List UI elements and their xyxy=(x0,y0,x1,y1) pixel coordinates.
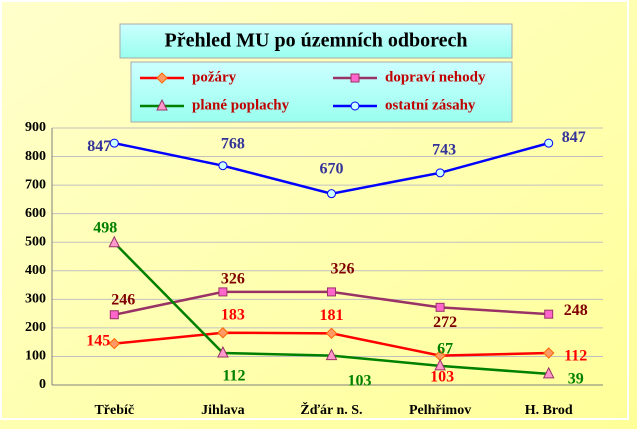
y-tick-label: 0 xyxy=(39,377,46,392)
y-tick-label: 700 xyxy=(25,177,46,192)
data-point xyxy=(325,348,338,361)
x-tick-label: Třebíč xyxy=(94,403,134,418)
data-label: 145 xyxy=(86,332,110,349)
data-label: 847 xyxy=(562,129,586,146)
x-tick-label: Pelhřimov xyxy=(409,403,471,418)
data-label: 272 xyxy=(433,314,457,331)
data-point xyxy=(434,358,446,371)
y-tick-label: 200 xyxy=(25,320,46,335)
y-tick-label: 300 xyxy=(25,292,46,307)
data-point xyxy=(109,310,119,320)
data-point xyxy=(435,302,445,312)
y-tick-label: 500 xyxy=(25,234,46,249)
data-point xyxy=(435,168,445,178)
data-label: 248 xyxy=(564,302,588,319)
title-box xyxy=(119,23,513,59)
y-tick-label: 600 xyxy=(25,206,46,221)
frame xyxy=(0,0,629,420)
legend-label: požáry xyxy=(192,69,237,85)
legend-label: plané poplachy xyxy=(192,97,290,113)
data-point xyxy=(327,287,336,297)
data-point xyxy=(217,327,229,339)
data-point xyxy=(325,327,338,340)
legend-box xyxy=(130,61,513,123)
y-tick-label: 100 xyxy=(25,349,46,364)
data-point xyxy=(108,337,121,350)
data-point xyxy=(544,309,554,319)
data-label: 67 xyxy=(437,341,453,358)
data-point xyxy=(327,189,336,199)
legend-marker xyxy=(350,73,360,83)
data-label: 847 xyxy=(87,138,111,155)
data-label: 498 xyxy=(93,219,117,236)
data-label: 112 xyxy=(564,348,587,365)
data-label: 103 xyxy=(430,368,454,385)
data-point xyxy=(108,235,121,248)
data-label: 246 xyxy=(111,291,135,308)
data-label: 326 xyxy=(331,261,355,278)
data-label: 103 xyxy=(348,372,372,389)
data-point xyxy=(218,161,228,171)
data-label: 768 xyxy=(221,135,245,152)
x-tick-label: Žďár n. S. xyxy=(300,401,362,418)
x-tick-label: Jihlava xyxy=(201,403,245,418)
legend-marker xyxy=(156,72,168,84)
data-point xyxy=(217,345,229,358)
data-label: 39 xyxy=(568,371,584,388)
data-point xyxy=(542,347,555,359)
legend-label: dopraví nehody xyxy=(385,69,486,85)
data-point xyxy=(542,366,555,379)
x-tick-label: H. Brod xyxy=(525,403,573,418)
data-point xyxy=(218,287,228,297)
y-tick-label: 400 xyxy=(25,263,46,278)
data-label: 326 xyxy=(221,271,245,288)
data-label: 743 xyxy=(432,142,456,159)
legend-marker xyxy=(156,98,168,111)
data-point xyxy=(544,138,554,148)
data-label: 112 xyxy=(222,368,245,385)
data-label: 181 xyxy=(320,307,344,324)
data-label: 670 xyxy=(320,160,344,177)
data-label: 183 xyxy=(221,306,245,323)
legend-marker xyxy=(350,101,360,111)
y-tick-label: 800 xyxy=(25,149,46,164)
data-point xyxy=(109,138,119,148)
y-tick-label: 900 xyxy=(25,120,46,135)
legend-label: ostatní zásahy xyxy=(385,97,476,113)
chart-title: Přehled MU po územních odborech xyxy=(165,30,468,52)
